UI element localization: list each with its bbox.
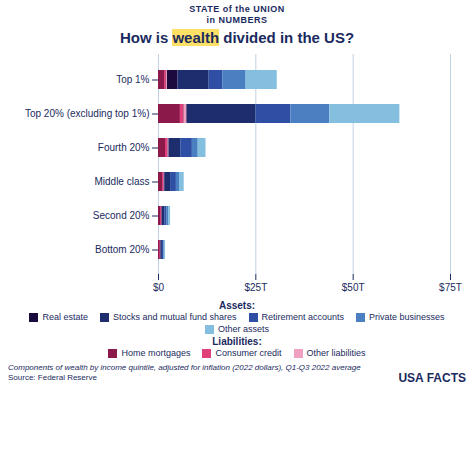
svg-text:$50T: $50T <box>342 282 365 293</box>
svg-text:Top 1%: Top 1% <box>116 74 149 85</box>
html-text:How is wealth divided in the U: How is wealth divided in the US? <box>119 29 355 46</box>
html-text:Source: Federal Reserve: Source: Federal Reserve <box>8 373 97 382</box>
html-text:Other assets: Other assets <box>218 324 269 334</box>
svg-text:Middle class: Middle class <box>94 176 149 187</box>
html-text:Consumer credit: Consumer credit <box>215 348 282 358</box>
html-text:Private businesses: Private businesses <box>369 312 445 322</box>
html-text:Other liabilities: Other liabilities <box>306 348 366 358</box>
svg-text:$25T: $25T <box>244 282 267 293</box>
html-text:Stocks and mutual fund shares: Stocks and mutual fund shares <box>112 312 237 322</box>
html-text:Home mortgages: Home mortgages <box>121 348 191 358</box>
svg-text:$75T: $75T <box>439 282 462 293</box>
svg-text:Second 20%: Second 20% <box>93 210 150 221</box>
html-text:USA FACTS: USA FACTS <box>398 371 466 385</box>
html-text:Components of wealth by income: Components of wealth by income quintile,… <box>8 363 361 372</box>
html-text:STATE of the UNION: STATE of the UNION <box>189 4 285 14</box>
html-text:Assets:: Assets: <box>218 300 256 311</box>
svg-text:$0: $0 <box>153 282 165 293</box>
svg-text:Bottom 20%: Bottom 20% <box>95 244 150 255</box>
html-text:Liabilities:: Liabilities: <box>212 336 262 347</box>
svg-text:Top 20% (excluding top 1%): Top 20% (excluding top 1%) <box>25 108 150 119</box>
svg-text:Fourth 20%: Fourth 20% <box>98 142 150 153</box>
html-text:in NUMBERS: in NUMBERS <box>206 15 268 25</box>
html-text:Real estate: Real estate <box>42 312 88 322</box>
html-text:Retirement accounts: Retirement accounts <box>261 312 344 322</box>
